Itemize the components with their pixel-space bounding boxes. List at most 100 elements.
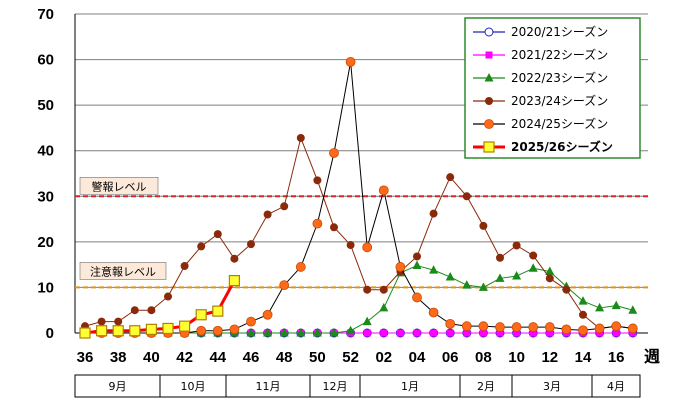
series-line-group (79, 274, 240, 339)
data-point (228, 274, 240, 287)
data-point (430, 329, 438, 337)
series-layer (79, 56, 638, 339)
legend-label: 2020/21シーズン (511, 24, 608, 39)
data-point (112, 325, 124, 337)
month-label: 9月 (109, 380, 127, 393)
x-tick-label: 02 (375, 349, 392, 366)
data-point (479, 221, 488, 230)
series-line (85, 61, 633, 334)
data-point (330, 223, 338, 232)
x-tick-label: 06 (442, 349, 459, 366)
data-point (528, 322, 539, 332)
x-tick-label: 50 (309, 349, 326, 366)
legend-label: 2024/25シーズン (511, 116, 608, 131)
data-point (246, 328, 256, 337)
y-tick-label: 20 (37, 234, 54, 251)
data-point (279, 280, 290, 291)
data-point (363, 285, 372, 294)
data-point (495, 273, 505, 282)
data-point (79, 327, 91, 339)
data-point (395, 262, 406, 272)
data-point (280, 202, 289, 211)
data-point (312, 328, 322, 337)
data-point (561, 324, 572, 335)
data-point (279, 328, 289, 337)
data-point (545, 266, 555, 275)
y-tick-label: 60 (37, 52, 54, 69)
data-point (329, 148, 339, 158)
data-point (483, 141, 495, 153)
x-tick-label: 52 (342, 349, 359, 366)
data-point (445, 318, 456, 329)
data-point (95, 325, 108, 337)
series-line (84, 137, 633, 329)
data-point (529, 251, 538, 260)
month-label: 3月 (543, 380, 561, 393)
data-point (313, 176, 322, 185)
x-tick-label: 10 (508, 349, 525, 366)
data-point (478, 321, 489, 332)
legend-label: 2022/23シーズン (511, 70, 608, 85)
data-point (130, 306, 139, 315)
data-point (145, 323, 157, 335)
data-point (162, 322, 174, 335)
y-tick-label: 40 (37, 143, 54, 160)
legend: 2020/21シーズン 2021/22シーズン 2022/23シーズン 2023/24… (464, 17, 641, 159)
month-bar-frame (74, 374, 641, 398)
data-point (512, 271, 522, 280)
data-point (512, 241, 521, 250)
threshold-label: 警報レベル (92, 179, 147, 193)
x-tick-label: 14 (575, 349, 592, 366)
data-point (230, 254, 239, 263)
data-point (446, 329, 454, 337)
x-axis-unit-label: 週 (644, 347, 660, 366)
data-point (428, 307, 439, 318)
data-point (296, 328, 306, 337)
month-label: 11月 (256, 380, 281, 393)
data-point (612, 329, 620, 337)
month-label: 1月 (401, 380, 419, 393)
data-point (263, 210, 272, 219)
data-point (484, 27, 494, 37)
x-tick-label: 08 (475, 349, 492, 366)
data-point (479, 329, 487, 337)
data-point (429, 209, 438, 218)
data-point (379, 302, 389, 312)
y-tick-label: 10 (37, 279, 54, 296)
data-point (379, 285, 388, 294)
series-line-group (81, 133, 637, 333)
data-point (495, 322, 505, 332)
legend-label: 2025/26シーズン (511, 139, 613, 154)
data-point (263, 328, 273, 337)
data-point (461, 321, 472, 332)
data-point (528, 263, 538, 272)
data-point (362, 316, 372, 326)
data-point (429, 265, 439, 274)
data-point (529, 329, 537, 337)
legend-box (464, 17, 641, 159)
month-label: 4月 (607, 380, 625, 393)
data-point (445, 271, 455, 281)
data-point (247, 240, 255, 249)
data-point (180, 262, 189, 271)
data-point (329, 328, 339, 337)
x-tick-label: 16 (608, 349, 625, 366)
data-point (295, 262, 306, 272)
data-point (478, 282, 488, 291)
data-point (446, 173, 455, 182)
data-point (346, 241, 355, 250)
data-point (363, 329, 371, 337)
data-point (578, 325, 588, 336)
data-point (462, 280, 472, 289)
data-point (594, 323, 605, 334)
data-point (262, 309, 273, 320)
data-point (380, 329, 388, 337)
threshold-label-box (79, 262, 167, 280)
data-point (627, 323, 638, 334)
y-gridlines (75, 13, 648, 288)
x-tick-label: 42 (176, 349, 193, 366)
legend-label: 2023/24シーズン (511, 93, 608, 108)
data-point (362, 242, 373, 253)
